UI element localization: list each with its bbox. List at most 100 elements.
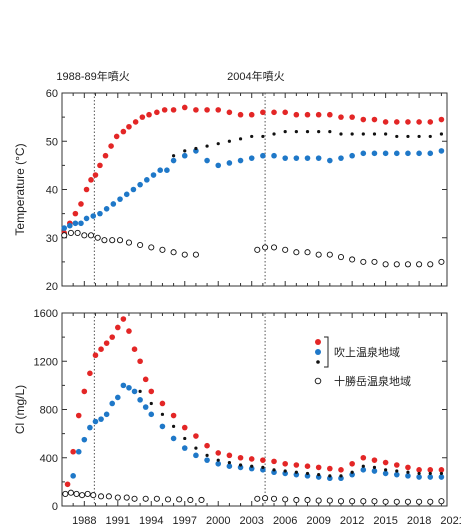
cl-point-open (326, 497, 333, 504)
temp-point-black (361, 132, 365, 136)
temp-ytick-label: 50 (46, 136, 58, 148)
temp-point-black (417, 134, 421, 139)
cl-point-red (98, 346, 104, 352)
temp-point-open (148, 244, 155, 251)
cl-point-red (103, 340, 110, 346)
cl-point-open (282, 496, 289, 503)
cl-point-black (216, 458, 220, 462)
temp-point-blue (271, 152, 277, 159)
cl-point-red (315, 464, 322, 471)
cl-point-black (395, 469, 399, 473)
cl-point-red (293, 462, 300, 468)
temp-point-open (67, 229, 74, 236)
cl-point-blue (282, 470, 288, 477)
cl-point-black (272, 468, 276, 472)
cl-point-open (142, 495, 149, 502)
cl-point-red (137, 358, 143, 365)
cl-point-open (84, 490, 91, 497)
eruption-label: 1988-89年噴火 (56, 69, 129, 83)
temp-point-black (372, 132, 377, 136)
cl-point-open (198, 496, 205, 504)
cl-point-red (393, 462, 400, 468)
cl-point-black (350, 470, 354, 474)
temp-point-black (205, 144, 209, 148)
temp-point-blue (393, 150, 400, 157)
temp-point-blue (157, 167, 164, 173)
temp-point-blue (97, 210, 103, 217)
temp-point-red (72, 210, 79, 217)
cl-point-blue (131, 388, 138, 395)
temp-point-black (272, 132, 276, 136)
cl-point-black (317, 473, 321, 477)
temp-point-red (146, 111, 152, 118)
temp-point-black (350, 132, 354, 136)
cl-point-blue (81, 436, 88, 443)
cl-point-blue (427, 474, 434, 480)
temp-point-red (120, 128, 127, 135)
temp-point-blue (349, 152, 355, 159)
cl-point-blue (226, 463, 233, 469)
cl-point-open (337, 498, 345, 505)
temp-point-blue (438, 148, 445, 154)
cl-point-open (131, 495, 138, 502)
temp-point-blue (67, 222, 73, 229)
temp-point-black (305, 130, 310, 134)
temp-point-blue (90, 213, 97, 219)
cl-point-red (109, 334, 116, 340)
temp-point-blue (237, 157, 244, 164)
cl-point-black (160, 412, 165, 416)
cl-point-blue (327, 475, 333, 482)
cl-point-red (148, 388, 155, 395)
cl-point-black (205, 453, 209, 457)
cl-point-blue (293, 471, 300, 478)
cl-point-red (271, 458, 277, 465)
temp-point-red (304, 111, 311, 118)
cl-point-black (361, 464, 365, 468)
temp-point-open (382, 261, 389, 268)
cl-point-blue (170, 435, 177, 442)
cl-point-blue (137, 397, 143, 403)
temp-point-open (326, 251, 333, 258)
temp-point-blue (405, 150, 411, 157)
temp-point-black (395, 134, 399, 139)
temp-point-black (428, 134, 432, 139)
temp-point-blue (226, 160, 233, 166)
temp-point-red (293, 111, 300, 118)
temp-point-blue (248, 155, 255, 161)
cl-point-red (159, 400, 166, 407)
cl-point-black (417, 471, 421, 476)
cl-point-blue (405, 473, 411, 479)
cl-point-open (98, 493, 105, 500)
cl-point-blue (215, 460, 222, 467)
cl-point-blue (438, 474, 445, 480)
x-tick-label: 2018 (407, 515, 431, 527)
temp-y-axis-title: Temperature (°C) (13, 143, 27, 235)
cl-ytick-label: 0 (52, 501, 58, 513)
cl-point-black (406, 470, 410, 474)
temp-point-blue (137, 181, 143, 188)
temp-point-blue (78, 220, 84, 227)
temp-point-blue (215, 162, 222, 169)
temp-point-open (270, 244, 278, 251)
temp-point-red (226, 109, 233, 116)
cl-point-red (81, 388, 88, 395)
temp-ytick-label: 40 (46, 185, 58, 197)
temp-point-red (88, 177, 94, 183)
cl-point-open (360, 498, 367, 505)
temp-point-red (170, 107, 177, 113)
temp-point-black (384, 132, 388, 136)
temp-point-open (254, 246, 261, 253)
temp-point-red (161, 107, 168, 113)
temp-point-open (81, 232, 88, 239)
cl-point-blue (260, 467, 266, 473)
temp-point-red (181, 104, 188, 111)
legend-marker-blue (315, 349, 321, 355)
temp-point-red (271, 109, 277, 116)
temp-point-open (337, 253, 345, 261)
cl-point-blue (360, 467, 367, 473)
legend: 吹上温泉地域 十勝岳温泉地域 (314, 336, 411, 388)
cl-point-black (149, 401, 153, 406)
cl-point-red (260, 457, 266, 463)
temp-point-blue (282, 155, 288, 161)
cl-point-red (226, 452, 233, 459)
